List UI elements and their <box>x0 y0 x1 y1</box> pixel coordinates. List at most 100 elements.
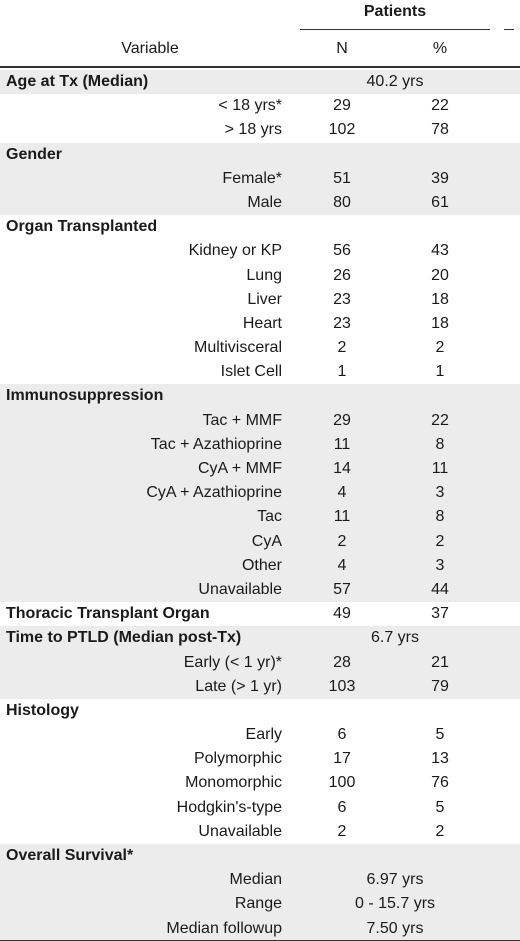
row-label: < 18 yrs* <box>218 97 282 115</box>
table-row: Female* 51 39 <box>0 166 520 191</box>
table-row: Islet Cell 1 1 <box>0 360 520 384</box>
variable-column-header: Variable <box>121 40 179 57</box>
percent-value: 44 <box>431 580 449 598</box>
percent-value: 11 <box>431 460 449 477</box>
row-label: > 18 yrs <box>224 121 282 139</box>
percent-value: 37 <box>431 605 449 623</box>
n-value: 17 <box>333 750 351 768</box>
n-value: 56 <box>333 242 351 260</box>
n-value: 29 <box>333 411 351 429</box>
percent-value: 22 <box>431 411 449 429</box>
section-label: Age at Tx (Median) <box>6 73 149 90</box>
row-label: CyA + Azathioprine <box>146 484 282 502</box>
n-value: 1 <box>337 363 347 381</box>
table-row: Early 6 5 <box>0 723 520 747</box>
percent-value: 79 <box>431 677 449 695</box>
table-row: Early (< 1 yr)* 28 21 <box>0 650 520 675</box>
n-value: 11 <box>333 508 351 526</box>
column-headers: Variable N % <box>0 40 520 60</box>
n-value: 2 <box>337 339 347 357</box>
row-label: Heart <box>242 314 282 332</box>
n-value: 4 <box>337 556 347 574</box>
row-label: Kidney or KP <box>188 242 282 260</box>
section-label: Organ Transplanted <box>6 218 158 236</box>
table-row: CyA 2 2 <box>0 529 520 554</box>
row-label: Polymorphic <box>193 750 282 768</box>
table-row: Monomorphic 100 76 <box>0 771 520 795</box>
n-value: 2 <box>337 532 347 550</box>
percent-value: 21 <box>431 653 449 671</box>
table-row: Unavailable 2 2 <box>0 820 520 844</box>
row-label: Multivisceral <box>193 339 282 357</box>
row-label: Unavailable <box>198 580 282 598</box>
row-label: Male <box>247 193 282 211</box>
section-row: Age at Tx (Median) 40.2 yrs <box>0 70 520 95</box>
section-row: Overall Survival* <box>0 844 520 869</box>
n-value: 26 <box>333 266 351 284</box>
table-row: CyA + MMF 14 11 <box>0 457 520 482</box>
table-row: Median followup 7.50 yrs <box>0 916 520 941</box>
n-value: 57 <box>333 580 351 598</box>
n-value: 23 <box>333 314 351 332</box>
summary-value: 6.97 yrs <box>366 871 424 889</box>
n-value: 4 <box>337 484 347 502</box>
row-label: Liver <box>247 290 282 308</box>
row-label: Lung <box>246 266 282 284</box>
n-value: 80 <box>333 193 351 211</box>
percent-value: 13 <box>431 750 449 768</box>
percent-value: 8 <box>435 435 445 453</box>
table-row: CyA + Azathioprine 4 3 <box>0 481 520 506</box>
section-label: Histology <box>6 701 79 719</box>
section-label: Time to PTLD (Median post-Tx) <box>6 629 242 647</box>
percent-value: 18 <box>431 290 449 308</box>
row-label: Other <box>241 556 282 574</box>
table-row: Hodgkin's-type 6 5 <box>0 796 520 820</box>
n-column-header: N <box>336 40 348 57</box>
n-value: 11 <box>333 435 351 453</box>
percent-value: 76 <box>431 774 449 792</box>
percent-value: 2 <box>435 532 445 550</box>
section-row: Histology <box>0 699 520 723</box>
section-label: Overall Survival* <box>6 847 134 864</box>
n-value: 14 <box>333 460 351 477</box>
summary-value: 7.50 yrs <box>366 919 424 937</box>
percent-value: 61 <box>431 193 449 211</box>
percent-value: 8 <box>435 508 445 526</box>
percent-value: 78 <box>431 121 449 139</box>
percent-value: 3 <box>435 556 445 574</box>
table-row: Late (> 1 yr) 103 79 <box>0 674 520 699</box>
table-row: Male 80 61 <box>0 190 520 216</box>
n-value: 28 <box>333 653 351 671</box>
table-row: Tac + Azathioprine 11 8 <box>0 432 520 457</box>
table-row: < 18 yrs* 29 22 <box>0 94 520 118</box>
row-label: Tac + Azathioprine <box>150 435 282 453</box>
row-label: CyA + MMF <box>197 460 282 477</box>
section-row: Thoracic Transplant Organ 49 37 <box>0 602 520 626</box>
percent-value: 2 <box>435 822 445 840</box>
n-value: 2 <box>337 822 347 840</box>
row-label: Monomorphic <box>185 774 282 792</box>
row-label: Islet Cell <box>220 363 282 381</box>
section-label: Gender <box>6 145 63 163</box>
section-row: Immunosuppression <box>0 384 520 409</box>
percent-value: 1 <box>435 363 445 381</box>
n-value: 6 <box>337 726 347 744</box>
section-row: Gender <box>0 142 520 167</box>
table-row: Multivisceral 2 2 <box>0 336 520 360</box>
percent-value: 3 <box>435 484 445 502</box>
percent-value: 5 <box>435 798 445 816</box>
row-label: Unavailable <box>198 822 282 840</box>
summary-value: 40.2 yrs <box>366 73 424 90</box>
table-row: Kidney or KP 56 43 <box>0 239 520 263</box>
percent-column-header: % <box>432 40 448 57</box>
row-label: Tac <box>257 508 282 526</box>
row-label: Late (> 1 yr) <box>195 677 282 695</box>
summary-value: 6.7 yrs <box>370 629 419 647</box>
n-value: 29 <box>333 97 351 115</box>
n-value: 51 <box>333 169 351 187</box>
row-label: Tac + MMF <box>202 411 282 429</box>
summary-value: 0 - 15.7 yrs <box>354 895 436 913</box>
patients-group-header: Patients <box>363 3 427 20</box>
percent-value: 43 <box>431 242 449 260</box>
